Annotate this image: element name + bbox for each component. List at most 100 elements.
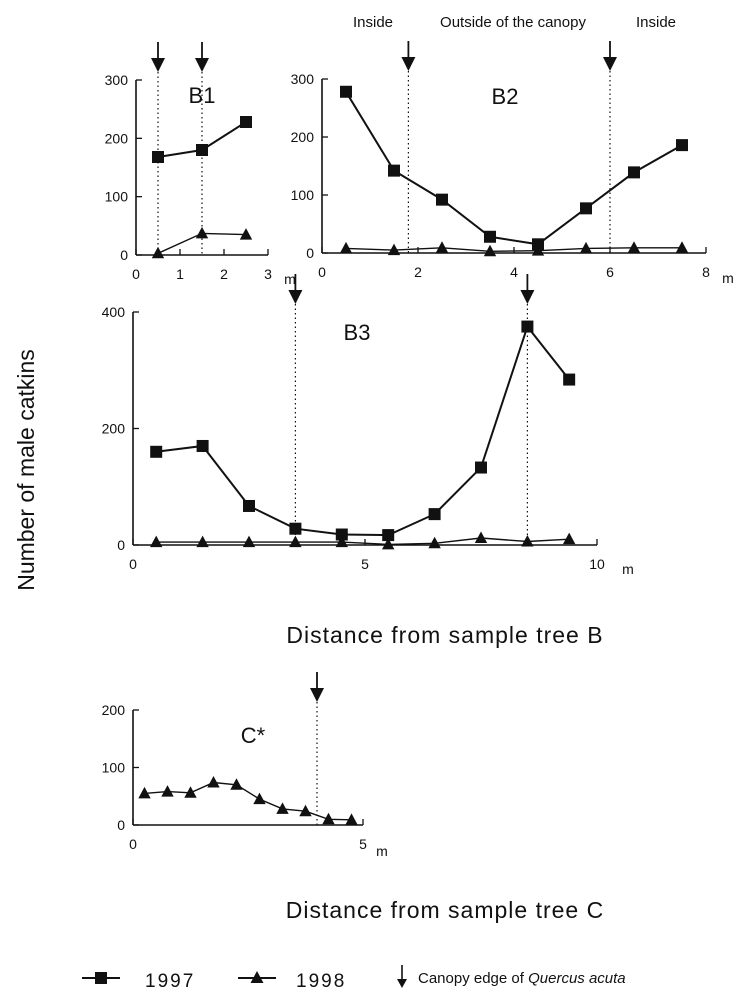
data-point-1998 bbox=[387, 243, 401, 256]
x-tick-label: 10 bbox=[589, 556, 605, 572]
data-point-1998 bbox=[195, 226, 209, 239]
data-point-1997 bbox=[382, 529, 395, 542]
data-point-1998 bbox=[253, 792, 266, 805]
data-point-1998 bbox=[151, 246, 165, 259]
x-tick-label: 1 bbox=[176, 266, 184, 282]
data-point-1998 bbox=[335, 535, 348, 548]
legend-species-name: Quercus acuta bbox=[528, 970, 626, 987]
data-point-1997 bbox=[628, 166, 640, 179]
x-tick-label: 5 bbox=[361, 556, 369, 572]
data-point-1998 bbox=[239, 228, 253, 240]
y-tick-label: 100 bbox=[102, 760, 126, 776]
canopy-edge-arrow-icon bbox=[520, 290, 535, 304]
data-point-1998 bbox=[627, 241, 641, 253]
data-point-1998 bbox=[138, 786, 151, 799]
data-point-1998 bbox=[435, 241, 449, 253]
data-point-1997 bbox=[484, 230, 496, 243]
data-point-1997 bbox=[521, 320, 534, 333]
data-point-1998 bbox=[150, 535, 163, 548]
data-point-1998 bbox=[161, 785, 174, 797]
y-tick-label: 400 bbox=[102, 304, 126, 320]
data-point-1997 bbox=[243, 499, 255, 512]
data-point-1997 bbox=[388, 164, 400, 177]
legend: 1997 1998 Canopy edge of Quercus acuta bbox=[82, 965, 626, 992]
canopy-edge-arrow-icon bbox=[195, 58, 209, 72]
series-line-1998 bbox=[345, 247, 682, 253]
y-tick-label: 200 bbox=[102, 702, 126, 718]
data-point-1998 bbox=[322, 812, 335, 825]
data-point-1998 bbox=[428, 536, 441, 549]
y-tick-label: 200 bbox=[105, 130, 129, 146]
series-line-1997 bbox=[156, 324, 570, 537]
series-line-1998 bbox=[156, 537, 570, 546]
legend-arrow-icon bbox=[397, 979, 407, 988]
x-tick-label: 4 bbox=[510, 264, 518, 280]
canopy-label-inside-left: Inside bbox=[353, 14, 393, 31]
canopy-edge-arrow-icon bbox=[603, 57, 617, 71]
x-tick-label: 8 bbox=[702, 264, 710, 280]
data-point-1997 bbox=[340, 85, 352, 98]
data-point-1998 bbox=[562, 532, 576, 545]
canopy-edge-arrow-icon bbox=[310, 688, 324, 702]
data-point-1998 bbox=[531, 244, 545, 256]
panel-title: B2 bbox=[492, 84, 519, 109]
legend-arrow-text: Canopy edge of bbox=[418, 970, 528, 987]
panel-b2: 0 100 200 300 0 2 4 6 8 m B2 bbox=[291, 41, 734, 286]
x-unit-label: m bbox=[622, 561, 634, 577]
x-unit-label: m bbox=[284, 271, 296, 287]
y-tick-label: 0 bbox=[117, 537, 125, 553]
legend-arrow-label: Canopy edge of Quercus acuta bbox=[418, 970, 626, 987]
data-point-1998 bbox=[382, 537, 395, 550]
panel-title: C* bbox=[241, 723, 266, 748]
data-point-1998 bbox=[207, 775, 220, 788]
canopy-edge-arrow-icon bbox=[288, 290, 303, 304]
data-point-1997 bbox=[150, 445, 163, 458]
data-point-1997 bbox=[152, 151, 164, 163]
panel-c: 0 100 200 0 5 m C* bbox=[102, 672, 388, 859]
x-tick-label: 2 bbox=[220, 266, 228, 282]
canopy-edge-arrow-icon bbox=[151, 58, 165, 72]
series-line-1998 bbox=[144, 781, 352, 821]
x-tick-label: 5 bbox=[359, 836, 367, 852]
legend-1998-label: 1998 bbox=[296, 971, 346, 992]
y-tick-label: 0 bbox=[117, 817, 125, 833]
data-point-1997 bbox=[436, 193, 448, 206]
canopy-label-inside-right: Inside bbox=[636, 14, 676, 31]
legend-1997-label: 1997 bbox=[145, 971, 195, 992]
x-tick-label: 6 bbox=[606, 264, 614, 280]
x-tick-label: 0 bbox=[129, 836, 137, 852]
data-point-1998 bbox=[242, 535, 256, 548]
data-point-1998 bbox=[339, 241, 353, 254]
x-axis-label-tree-c: Distance from sample tree C bbox=[286, 897, 604, 923]
y-tick-label: 300 bbox=[105, 72, 129, 88]
data-point-1997 bbox=[475, 461, 487, 474]
x-unit-label: m bbox=[376, 843, 388, 859]
data-point-1997 bbox=[289, 522, 302, 535]
y-tick-label: 0 bbox=[306, 245, 314, 261]
data-point-1998 bbox=[675, 241, 689, 253]
data-point-1998 bbox=[474, 531, 488, 544]
legend-1997-marker bbox=[95, 972, 107, 984]
y-axis-label: Number of male catkins bbox=[13, 349, 39, 591]
data-point-1998 bbox=[184, 786, 197, 798]
data-point-1997 bbox=[240, 116, 252, 128]
x-axis-label-tree-b: Distance from sample tree B bbox=[286, 622, 603, 648]
panel-title: B3 bbox=[344, 320, 371, 345]
data-point-1998 bbox=[483, 244, 497, 257]
y-tick-label: 200 bbox=[291, 129, 315, 145]
y-tick-label: 100 bbox=[291, 187, 315, 203]
data-point-1998 bbox=[299, 804, 312, 817]
x-tick-label: 0 bbox=[132, 266, 140, 282]
canopy-label-outside: Outside of the canopy bbox=[440, 14, 586, 31]
data-point-1997 bbox=[563, 373, 576, 386]
data-point-1998 bbox=[196, 535, 209, 548]
data-point-1997 bbox=[428, 508, 441, 521]
data-point-1998 bbox=[345, 813, 358, 825]
x-tick-label: 2 bbox=[414, 264, 422, 280]
data-point-1998 bbox=[230, 778, 243, 790]
data-point-1997 bbox=[335, 528, 348, 541]
y-tick-label: 0 bbox=[120, 247, 128, 263]
data-point-1997 bbox=[196, 439, 209, 452]
